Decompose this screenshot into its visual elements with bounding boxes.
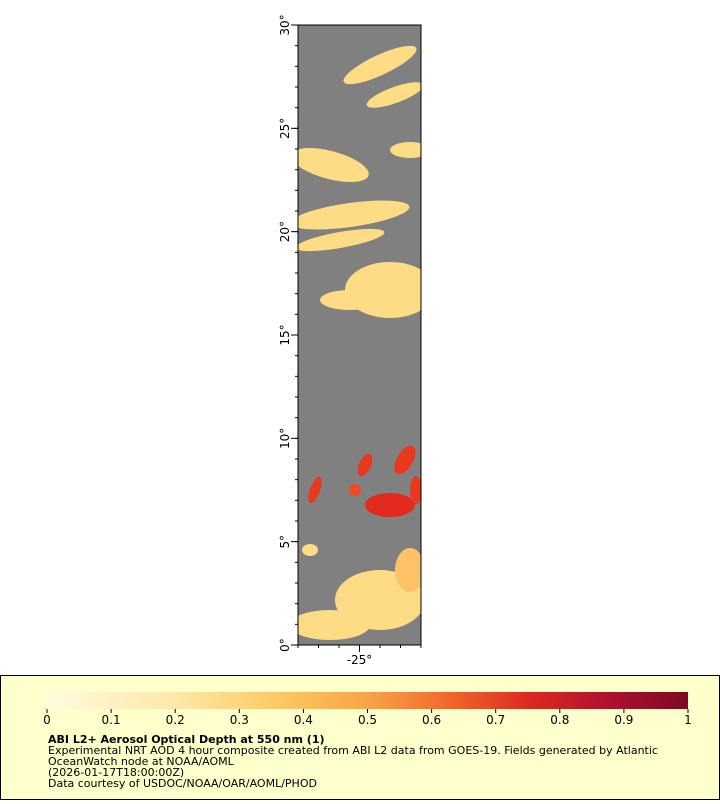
legend-line: Experimental NRT AOD 4 hour composite cr… <box>48 744 658 757</box>
x-tick-label: -25° <box>347 653 373 667</box>
map-background <box>298 25 421 645</box>
colorbar-tick-label: 0.6 <box>422 713 441 727</box>
aod-field <box>298 45 421 640</box>
y-tick-label: 10° <box>278 428 292 449</box>
y-tick-label: 15° <box>278 324 292 345</box>
colorbar-tick-label: 0 <box>43 713 51 727</box>
colorbar-tick-label: 0.5 <box>358 713 377 727</box>
colorbar-tick-label: 0.4 <box>294 713 313 727</box>
y-tick-label: 25° <box>278 118 292 139</box>
colorbar-tick-label: 1 <box>684 713 692 727</box>
y-tick-label: 0° <box>278 638 292 652</box>
colorbar-tick-label: 0.8 <box>550 713 569 727</box>
colorbar-tick-label: 0.9 <box>614 713 633 727</box>
legend-line: (2026-01-17T18:00:00Z) <box>48 766 184 779</box>
legend-line: OceanWatch node at NOAA/AOML <box>48 755 235 768</box>
legend-title: ABI L2+ Aerosol Optical Depth at 550 nm … <box>48 733 325 746</box>
y-tick-label: 30° <box>278 14 292 35</box>
colorbar-tick-label: 0.3 <box>230 713 249 727</box>
colorbar-tick-label: 0.7 <box>486 713 505 727</box>
y-tick-label: 20° <box>278 221 292 242</box>
colorbar <box>47 692 688 709</box>
legend-line: Data courtesy of USDOC/NOAA/OAR/AOML/PHO… <box>48 777 317 790</box>
colorbar-tick-label: 0.1 <box>102 713 121 727</box>
y-tick-label: 5° <box>278 535 292 549</box>
colorbar-tick-label: 0.2 <box>166 713 185 727</box>
